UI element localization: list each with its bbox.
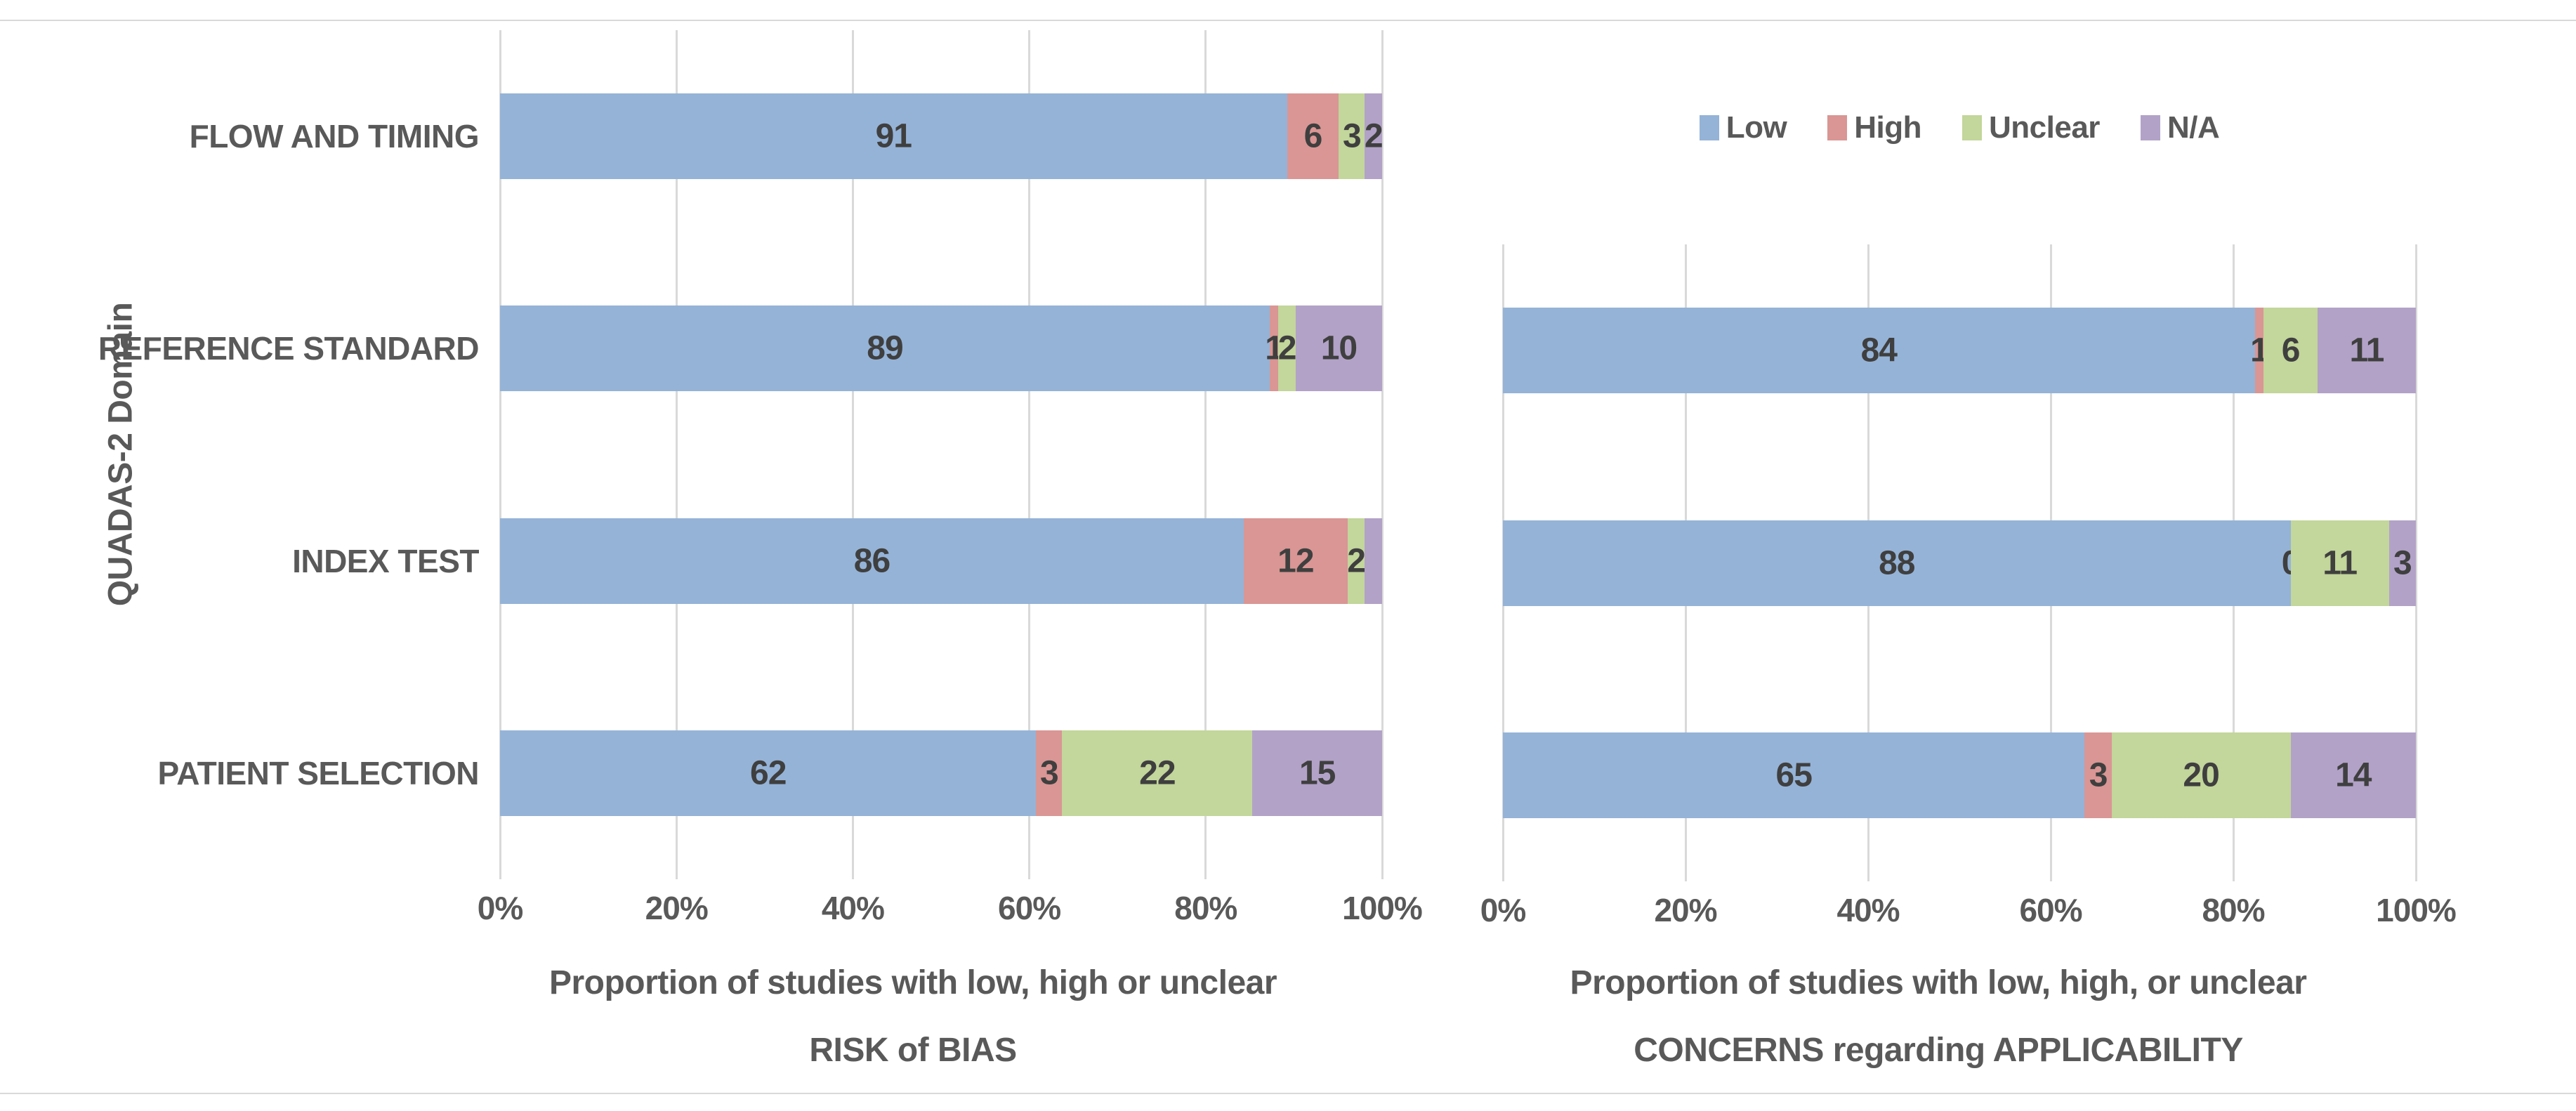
gridline-80% — [1204, 30, 1207, 879]
bar-segment-low-patient-selection — [1503, 732, 2085, 818]
gridline-40% — [851, 30, 854, 879]
bar-segment-high-flow-and-timing — [1287, 93, 1339, 180]
gridline-60% — [1028, 30, 1031, 879]
legend: Low High Unclear N/A — [1503, 105, 2416, 150]
bar-segment-n-a-reference-standard — [1295, 305, 1382, 392]
x-tick-label: 0% — [1480, 892, 1526, 928]
legend-item-n-a: N/A — [2140, 110, 2220, 145]
x-axis-title-line: Proportion of studies with low, high or … — [548, 964, 1277, 1001]
legend-swatch-low — [1699, 115, 1719, 140]
bar-segment-n-a-index-test — [1365, 518, 1382, 604]
bar-segment-n-a-patient-selection — [2290, 732, 2416, 818]
data-label-low-index-test: 88 — [1879, 544, 1915, 581]
x-tick-label: 40% — [821, 890, 885, 926]
data-label-high-patient-selection: 3 — [2089, 756, 2108, 794]
bar-segment-n-a-reference-standard — [2317, 308, 2416, 394]
bar-segment-high-patient-selection — [2084, 732, 2112, 818]
legend-item-high: High — [1827, 110, 1922, 145]
bar-segment-low-index-test — [500, 518, 1244, 604]
data-label-n-a-patient-selection: 14 — [2335, 756, 2372, 794]
x-axis-title-line: CONCERNS regarding APPLICABILITY — [1634, 1032, 2243, 1069]
bar-segment-n-a-index-test — [2388, 520, 2416, 606]
data-label-low-index-test: 86 — [853, 542, 891, 580]
legend-item-unclear: Unclear — [1962, 110, 2100, 145]
legend-label-unclear: Unclear — [1989, 110, 2100, 145]
legend-swatch-high — [1827, 115, 1848, 140]
bar-segment-unclear-reference-standard — [2263, 308, 2318, 394]
category-label-flow-and-timing: FLOW AND TIMING — [189, 118, 480, 155]
bar-segment-high-index-test — [1243, 518, 1348, 604]
bar-segment-n-a-patient-selection — [1252, 730, 1382, 816]
data-label-low-flow-and-timing: 91 — [875, 117, 912, 155]
bar-segment-low-reference-standard — [500, 305, 1270, 392]
data-label-unclear-patient-selection: 22 — [1139, 754, 1176, 792]
data-label-low-patient-selection: 62 — [750, 754, 787, 792]
bar-segment-unclear-patient-selection — [1062, 730, 1253, 816]
x-tick-label: 60% — [2019, 892, 2082, 928]
bar-segment-unclear-index-test — [2290, 520, 2389, 606]
data-label-low-reference-standard: 89 — [867, 329, 903, 367]
bar-segment-low-flow-and-timing — [500, 93, 1287, 180]
legend-label-low: Low — [1726, 110, 1787, 145]
bar-segment-unclear-flow-and-timing — [1339, 93, 1365, 180]
top-border-line — [0, 20, 2576, 21]
data-label-high-flow-and-timing: 6 — [1303, 117, 1323, 155]
data-label-unclear-reference-standard: 2 — [1277, 329, 1297, 367]
data-label-high-patient-selection: 3 — [1040, 754, 1059, 792]
data-label-unclear-index-test: 2 — [1347, 542, 1366, 580]
data-label-low-reference-standard: 84 — [1860, 331, 1898, 369]
gridline-20% — [675, 30, 678, 879]
category-label-reference-standard: REFERENCE STANDARD — [98, 330, 480, 367]
legend-swatch-n-a — [2140, 115, 2160, 140]
bar-segment-unclear-patient-selection — [2111, 732, 2291, 818]
x-axis-title-applicability: Proportion of studies with low, high, or… — [1320, 949, 2556, 1084]
data-label-n-a-index-test: 3 — [2393, 544, 2412, 581]
gridline-100% — [1381, 30, 1384, 879]
data-label-n-a-patient-selection: 15 — [1299, 754, 1336, 792]
bar-segment-unclear-reference-standard — [1278, 305, 1296, 392]
x-tick-label: 100% — [1342, 890, 1423, 926]
x-tick-label: 20% — [645, 890, 709, 926]
legend-swatch-unclear — [1962, 115, 1983, 140]
data-label-n-a-reference-standard: 11 — [2349, 331, 2385, 369]
bar-segment-low-patient-selection — [500, 730, 1037, 816]
x-tick-label: 80% — [1174, 890, 1237, 926]
x-tick-label: 40% — [1836, 892, 1900, 928]
category-label-patient-selection: PATIENT SELECTION — [157, 754, 480, 791]
x-tick-label: 100% — [2376, 892, 2457, 928]
legend-item-low: Low — [1699, 110, 1787, 145]
data-label-unclear-reference-standard: 6 — [2281, 331, 2301, 369]
x-axis-title-line: RISK of BIAS — [809, 1032, 1017, 1069]
x-axis-title-line: Proportion of studies with low, high, or… — [1570, 964, 2307, 1001]
category-label-index-test: INDEX TEST — [292, 542, 479, 579]
x-tick-label: 0% — [477, 890, 523, 926]
bar-segment-high-reference-standard — [2254, 308, 2264, 394]
data-label-n-a-reference-standard: 10 — [1320, 329, 1358, 367]
x-tick-label: 60% — [998, 890, 1061, 926]
bar-segment-n-a-flow-and-timing — [1365, 93, 1382, 180]
data-label-unclear-flow-and-timing: 3 — [1343, 117, 1362, 155]
bar-segment-high-patient-selection — [1036, 730, 1063, 816]
data-label-n-a-flow-and-timing: 2 — [1364, 117, 1384, 155]
gridline-100% — [2414, 244, 2417, 881]
bar-segment-low-reference-standard — [1503, 308, 2255, 394]
bottom-border-line — [0, 1093, 2576, 1094]
bar-segment-low-index-test — [1503, 520, 2291, 606]
x-tick-label: 80% — [2202, 892, 2265, 928]
data-label-high-index-test: 12 — [1277, 542, 1314, 580]
risk-of-bias-chart: 0% 20% 40% 60% 80% 100% 91 6 3 2 89 1 2 10 86 12 2 62 3 22 1… — [478, 30, 1423, 926]
applicability-chart: 0%20%40%60%80%100%8416118801136532014 — [1480, 244, 2457, 928]
legend-label-n-a: N/A — [2167, 110, 2220, 145]
data-label-unclear-patient-selection: 20 — [2183, 756, 2219, 794]
data-label-unclear-index-test: 11 — [2322, 544, 2358, 581]
x-axis-title-risk-of-bias: Proportion of studies with low, high or … — [295, 949, 1531, 1084]
gridline-0% — [499, 30, 501, 879]
x-tick-label: 20% — [1654, 892, 1717, 928]
bar-segment-high-reference-standard — [1269, 305, 1279, 392]
data-label-low-patient-selection: 65 — [1775, 756, 1813, 794]
bar-segment-unclear-index-test — [1347, 518, 1365, 604]
legend-label-high: High — [1854, 110, 1922, 145]
